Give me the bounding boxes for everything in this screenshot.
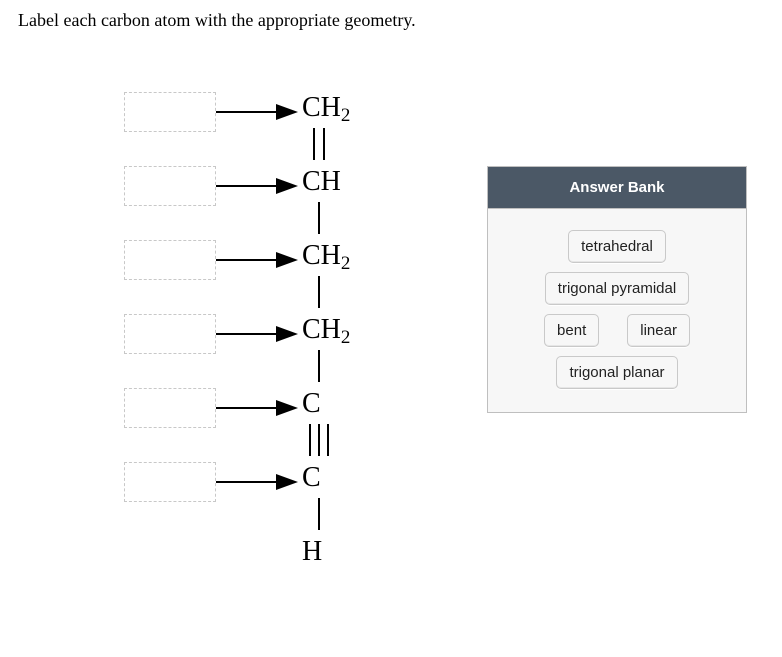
arrow-head-icon [276, 326, 298, 342]
arrow-line [216, 259, 276, 261]
arrow-head-icon [276, 252, 298, 268]
dropzone-5[interactable] [124, 388, 216, 428]
chip-tetrahedral[interactable]: tetrahedral [568, 230, 666, 263]
chip-bent[interactable]: bent [544, 314, 599, 347]
question-prompt: Label each carbon atom with the appropri… [18, 10, 416, 31]
arrow-line [216, 407, 276, 409]
answer-bank-row: trigonal pyramidal [496, 272, 738, 305]
molecule-diagram: CH2CHCH2CH2CCH [100, 80, 420, 640]
chip-trigonal-pyramidal[interactable]: trigonal pyramidal [545, 272, 689, 305]
bond-single [318, 202, 320, 234]
atom-label-4: CH2 [302, 314, 350, 349]
arrow-head-icon [276, 104, 298, 120]
dropzone-4[interactable] [124, 314, 216, 354]
dropzone-6[interactable] [124, 462, 216, 502]
dropzone-1[interactable] [124, 92, 216, 132]
chip-linear[interactable]: linear [627, 314, 690, 347]
dropzone-2[interactable] [124, 166, 216, 206]
chip-trigonal-planar[interactable]: trigonal planar [556, 356, 677, 389]
dropzone-3[interactable] [124, 240, 216, 280]
atom-label-2: CH [302, 166, 341, 198]
answer-bank-row: bent linear [496, 314, 738, 347]
bond-triple [318, 424, 320, 456]
bond-single [318, 350, 320, 382]
answer-bank-row: tetrahedral [496, 230, 738, 263]
atom-label-5: C [302, 388, 321, 420]
atom-label-6: C [302, 462, 321, 494]
arrow-line [216, 111, 276, 113]
bond-single [318, 276, 320, 308]
arrow-head-icon [276, 178, 298, 194]
arrow-head-icon [276, 400, 298, 416]
arrow-line [216, 185, 276, 187]
bond-triple [327, 424, 329, 456]
atom-label-3: CH2 [302, 240, 350, 275]
bond-single [318, 498, 320, 530]
answer-bank-row: trigonal planar [496, 356, 738, 389]
bond-triple [309, 424, 311, 456]
arrow-line [216, 333, 276, 335]
bond-double [323, 128, 325, 160]
arrow-head-icon [276, 474, 298, 490]
answer-bank-title: Answer Bank [488, 167, 746, 209]
answer-bank-body: tetrahedral trigonal pyramidal bent linear t… [488, 209, 746, 412]
atom-label-7: H [302, 536, 322, 568]
bond-double [313, 128, 315, 160]
arrow-line [216, 481, 276, 483]
atom-label-1: CH2 [302, 92, 350, 127]
answer-bank-panel: Answer Bank tetrahedral trigonal pyramida… [487, 166, 747, 413]
side-watermark [0, 0, 12, 80]
